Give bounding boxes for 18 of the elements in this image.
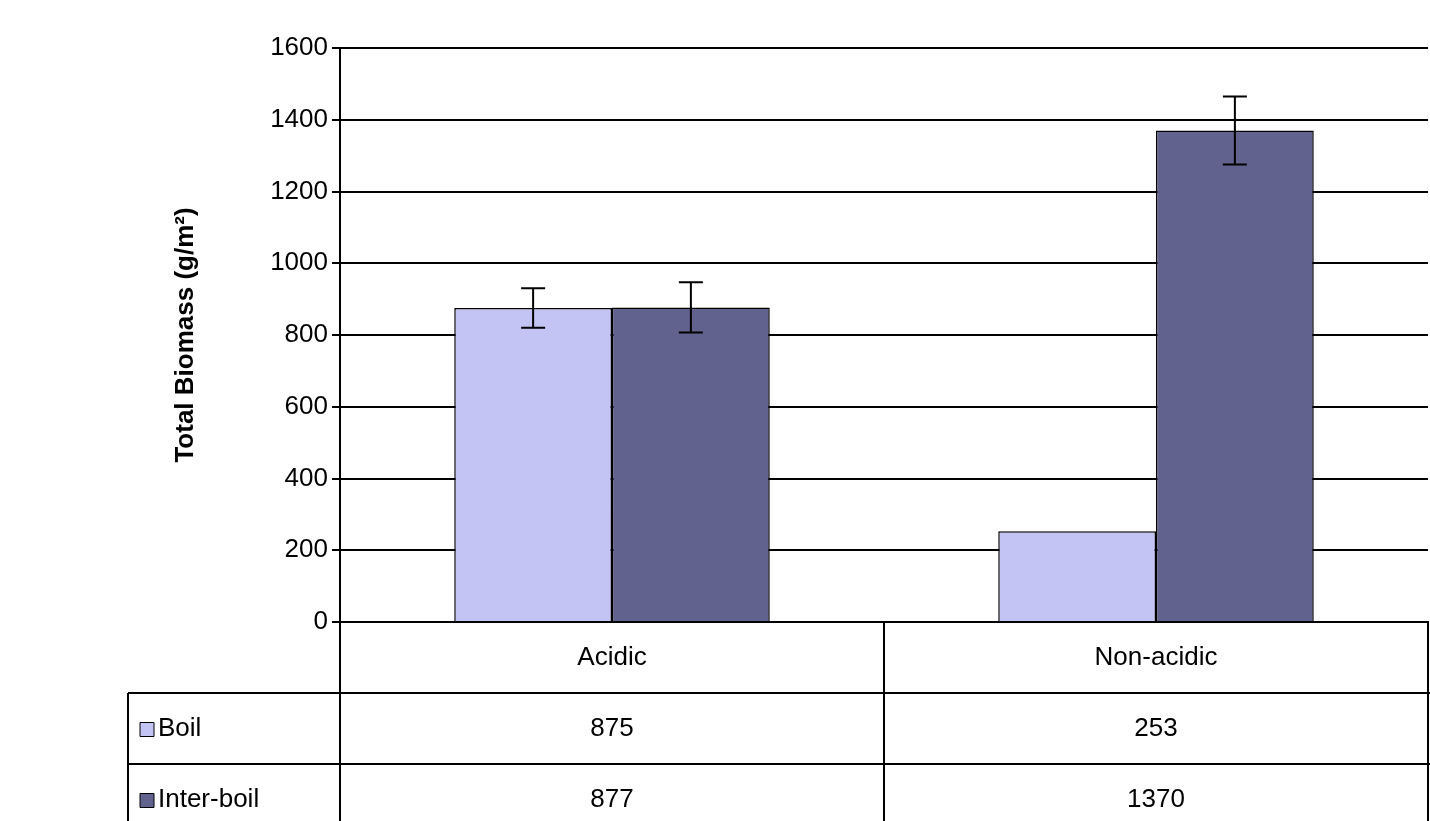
y-axis-title: Total Biomass (g/m²) [168,207,199,463]
y-tick-label: 400 [284,461,328,492]
x-tick-label: Acidic [577,640,647,671]
legend-label: Inter-boil [158,782,260,813]
y-tick-label: 600 [284,389,328,420]
data-label: 253 [1134,711,1178,742]
y-tick-label: 1400 [270,102,328,133]
x-tick-label: Non-acidic [1094,640,1218,671]
y-tick-label: 1600 [270,31,328,62]
y-tick-label: 1000 [270,246,328,277]
y-tick-label: 1200 [270,174,328,205]
y-tick-label: 800 [284,318,328,349]
legend-label: Boil [158,711,202,742]
y-tick-label: 200 [284,533,328,564]
data-label: 1370 [1127,782,1185,813]
y-tick-label: 0 [313,605,328,636]
data-label: 875 [590,711,634,742]
data-label: 877 [590,782,634,813]
